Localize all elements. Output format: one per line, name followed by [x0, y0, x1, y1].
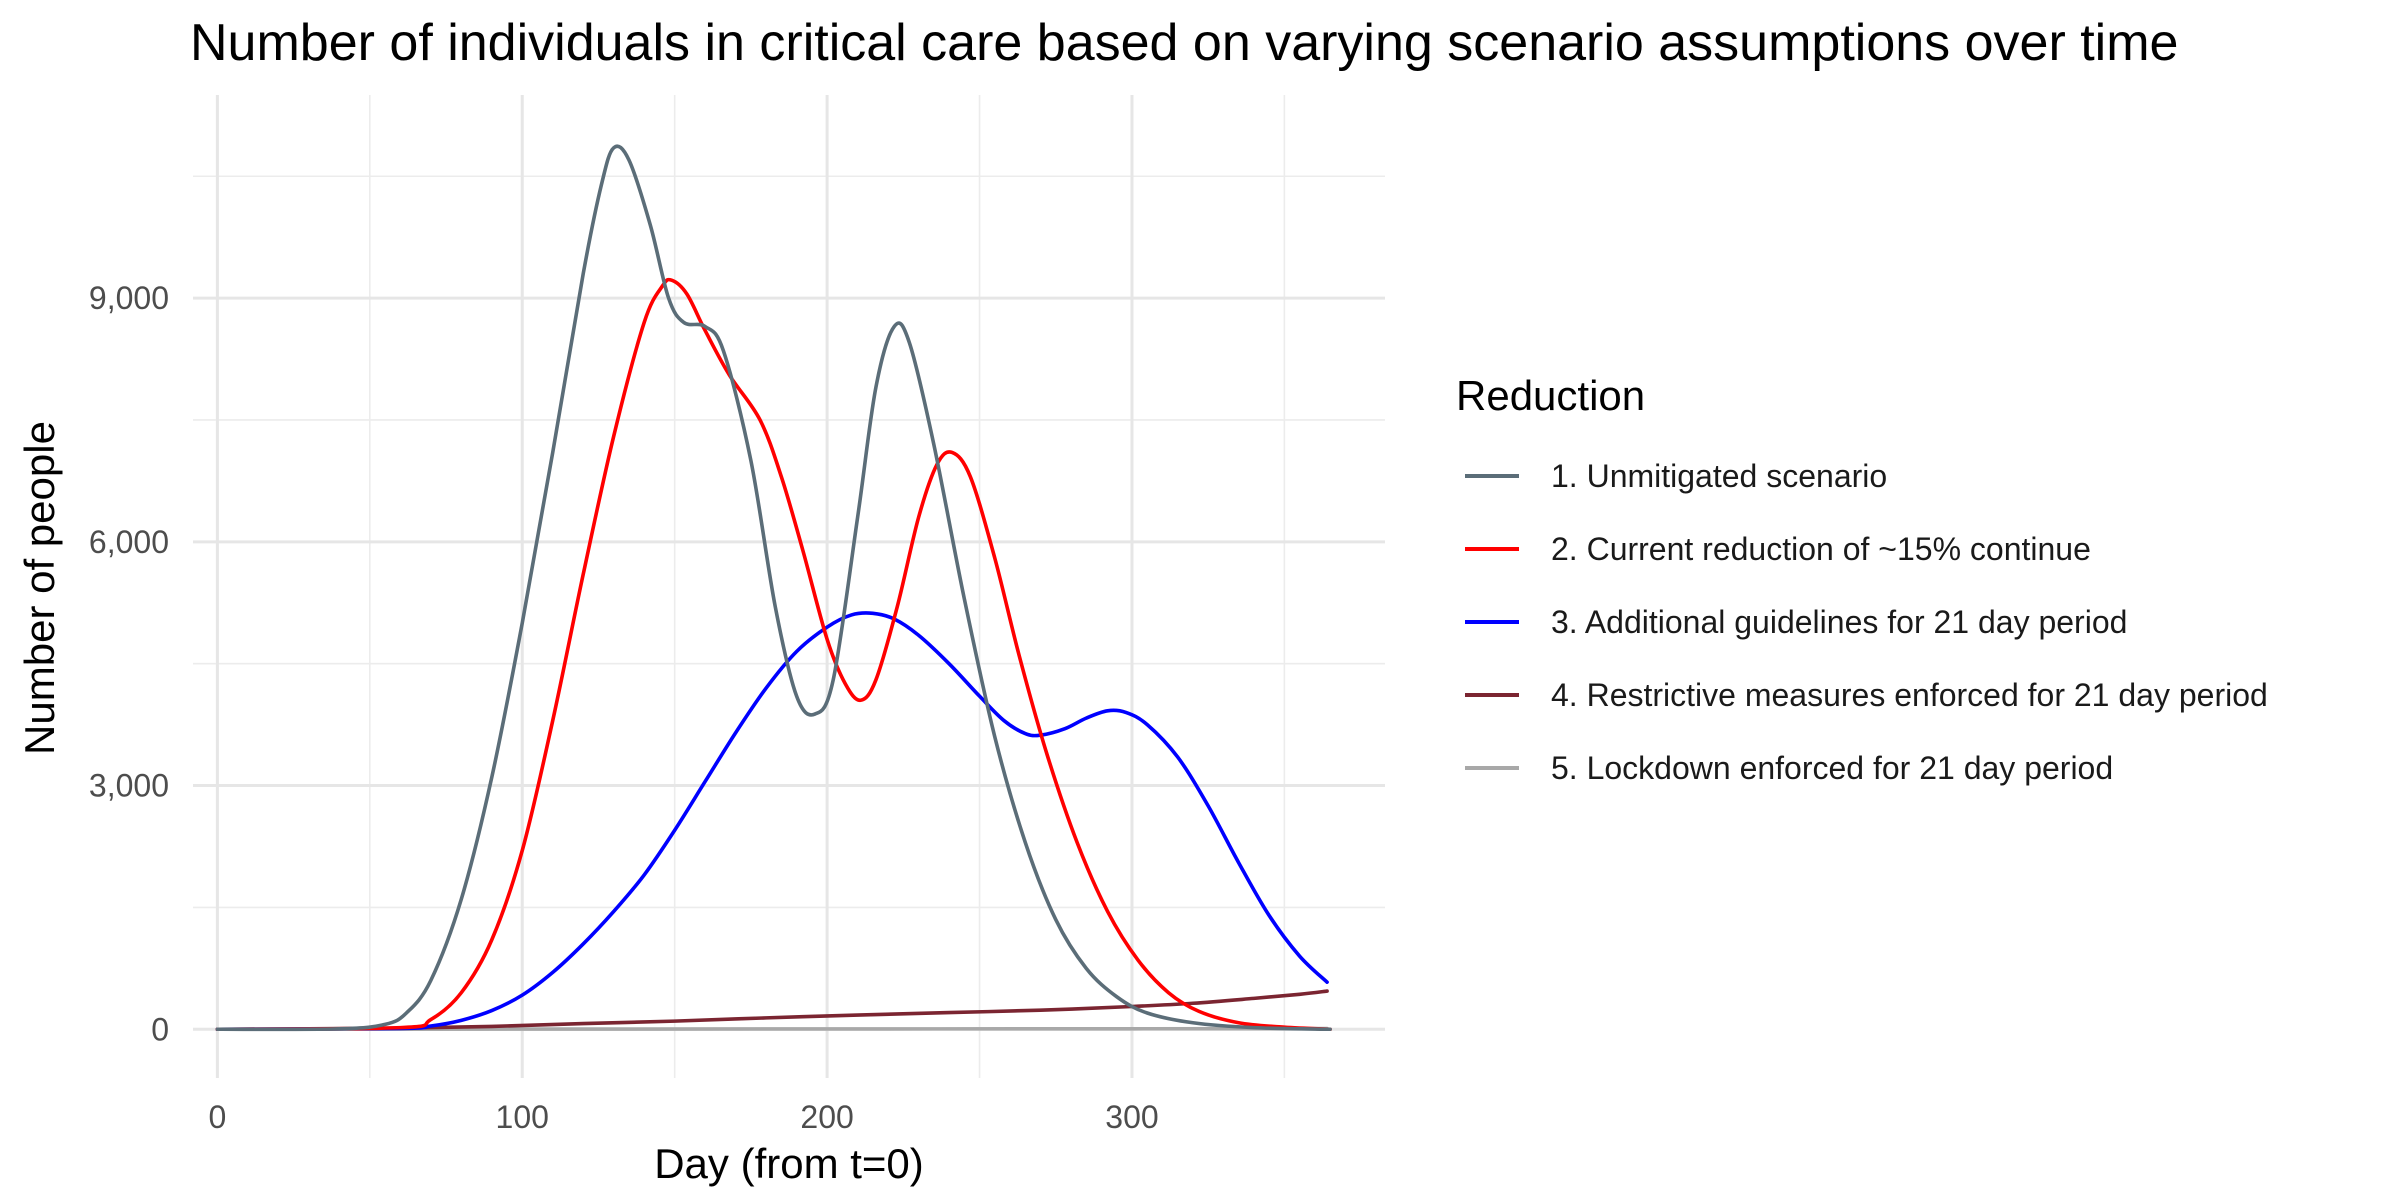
x-tick-label: 200 — [800, 1099, 853, 1135]
series-line-1 — [215, 144, 1332, 1032]
legend-item-3: 3. Additional guidelines for 21 day peri… — [1465, 604, 2127, 640]
legend-item-5: 5. Lockdown enforced for 21 day period — [1465, 750, 2113, 786]
series-line-2 — [215, 277, 1332, 1032]
x-axis-title: Day (from t=0) — [654, 1140, 924, 1187]
y-tick-label: 9,000 — [89, 280, 169, 316]
chart-title: Number of individuals in critical care b… — [190, 14, 2178, 72]
plot-area — [215, 144, 1332, 1032]
legend-title: Reduction — [1456, 372, 1645, 419]
x-tick-label: 0 — [208, 1099, 226, 1135]
legend-item-4: 4. Restrictive measures enforced for 21 … — [1465, 677, 2268, 713]
legend: Reduction 1. Unmitigated scenario 2. Curr… — [1456, 372, 2268, 786]
legend-label-1: 1. Unmitigated scenario — [1551, 458, 1887, 494]
grid — [193, 95, 1385, 1078]
legend-label-3: 3. Additional guidelines for 21 day peri… — [1551, 604, 2127, 640]
y-tick-label: 6,000 — [89, 524, 169, 560]
y-tick-label: 3,000 — [89, 768, 169, 804]
legend-item-2: 2. Current reduction of ~15% continue — [1465, 531, 2091, 567]
x-tick-label: 300 — [1105, 1099, 1158, 1135]
y-tick-label: 0 — [151, 1011, 169, 1047]
legend-item-1: 1. Unmitigated scenario — [1465, 458, 1887, 494]
legend-label-5: 5. Lockdown enforced for 21 day period — [1551, 750, 2113, 786]
legend-label-2: 2. Current reduction of ~15% continue — [1551, 531, 2091, 567]
series-line-3 — [215, 611, 1329, 1032]
x-tick-label: 100 — [496, 1099, 549, 1135]
y-axis-title: Number of people — [16, 421, 63, 755]
legend-items: 1. Unmitigated scenario 2. Current reduct… — [1465, 458, 2268, 786]
legend-label-4: 4. Restrictive measures enforced for 21 … — [1551, 677, 2268, 713]
axis-tick-labels: 0 100 200 300 0 3,000 6,000 9,000 — [89, 280, 1159, 1135]
